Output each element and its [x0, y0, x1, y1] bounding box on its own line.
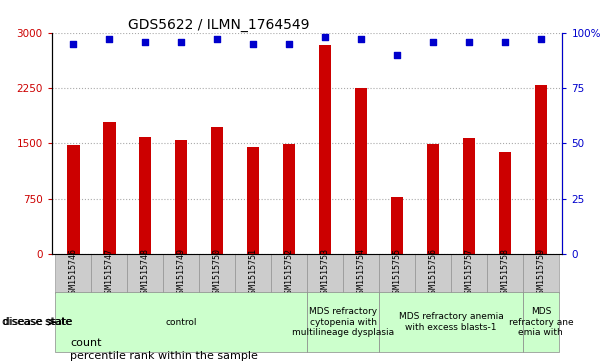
Bar	[247, 147, 260, 254]
Bar	[199, 254, 235, 293]
Text: GDS5622 / ILMN_1764549: GDS5622 / ILMN_1764549	[128, 18, 310, 32]
Bar	[55, 292, 307, 352]
Text: GSM1515746: GSM1515746	[69, 248, 78, 298]
Text: GSM1515756: GSM1515756	[429, 248, 437, 298]
Text: GSM1515751: GSM1515751	[249, 248, 258, 298]
Point	[356, 36, 366, 42]
Bar	[319, 45, 331, 254]
Point	[536, 36, 546, 42]
Text: disease state: disease state	[3, 317, 72, 327]
Text: MDS refractory
cytopenia with
multilineage dysplasia: MDS refractory cytopenia with multilinea…	[292, 307, 394, 337]
Text: MDS refractory anemia
with excess blasts-1: MDS refractory anemia with excess blasts…	[398, 313, 503, 332]
Bar	[427, 144, 439, 254]
Text: control: control	[165, 318, 197, 327]
Point	[284, 41, 294, 46]
Point	[392, 52, 402, 58]
Text: GSM1515748: GSM1515748	[140, 248, 150, 298]
Point	[105, 36, 114, 42]
Text: GSM1515754: GSM1515754	[356, 248, 365, 298]
Bar	[127, 254, 163, 293]
Text: GSM1515750: GSM1515750	[213, 248, 222, 298]
Point	[428, 38, 438, 44]
Bar	[391, 196, 403, 254]
Bar	[487, 254, 523, 293]
Bar	[307, 292, 379, 352]
Bar	[534, 85, 547, 254]
Point	[500, 38, 510, 44]
Bar	[463, 138, 475, 254]
Bar	[379, 292, 523, 352]
Point	[68, 41, 78, 46]
Bar	[55, 254, 91, 293]
Bar	[67, 145, 80, 254]
Text: MDS
refractory ane
emia with: MDS refractory ane emia with	[508, 307, 573, 337]
Bar	[451, 254, 487, 293]
Text: GSM1515747: GSM1515747	[105, 248, 114, 298]
Bar	[235, 254, 271, 293]
Bar	[139, 137, 151, 254]
Text: GSM1515759: GSM1515759	[536, 248, 545, 298]
Bar	[163, 254, 199, 293]
Bar	[379, 254, 415, 293]
Bar	[343, 254, 379, 293]
Bar	[283, 144, 295, 254]
Point	[320, 34, 330, 40]
Text: percentile rank within the sample: percentile rank within the sample	[70, 351, 258, 361]
Bar	[307, 254, 343, 293]
Text: GSM1515753: GSM1515753	[320, 248, 330, 298]
Text: GSM1515749: GSM1515749	[177, 248, 185, 298]
Text: disease state: disease state	[2, 317, 71, 327]
Text: count: count	[70, 338, 102, 348]
Text: GSM1515758: GSM1515758	[500, 248, 510, 298]
Point	[176, 38, 186, 44]
Bar	[354, 88, 367, 254]
Bar	[91, 254, 127, 293]
Bar	[103, 122, 116, 254]
Point	[248, 41, 258, 46]
Point	[140, 38, 150, 44]
Text: GSM1515752: GSM1515752	[285, 248, 294, 298]
Text: GSM1515757: GSM1515757	[465, 248, 474, 298]
Bar	[271, 254, 307, 293]
Bar	[523, 292, 559, 352]
Text: GSM1515755: GSM1515755	[392, 248, 401, 298]
Bar	[499, 151, 511, 254]
Point	[464, 38, 474, 44]
Bar	[523, 254, 559, 293]
Bar	[211, 127, 223, 254]
Bar	[415, 254, 451, 293]
Point	[212, 36, 222, 42]
Bar	[175, 140, 187, 254]
